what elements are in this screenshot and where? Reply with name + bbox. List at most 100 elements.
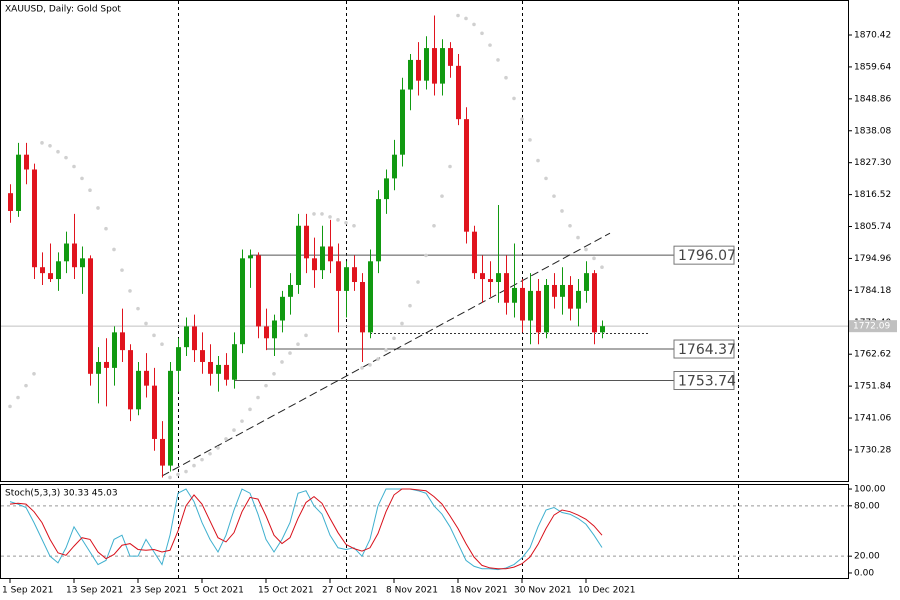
sar-dot bbox=[344, 220, 348, 225]
sar-dot bbox=[80, 176, 84, 181]
sar-dot bbox=[568, 223, 572, 228]
candle-body bbox=[552, 284, 557, 297]
candle-body bbox=[272, 320, 277, 339]
candle-body bbox=[544, 284, 549, 333]
sar-dot bbox=[312, 212, 316, 216]
x-tick-label: 30 Nov 2021 bbox=[514, 586, 572, 596]
candle-body bbox=[152, 385, 157, 439]
sar-dot bbox=[232, 428, 236, 432]
y-tick-label: 1859.64 bbox=[854, 62, 891, 72]
candle-body bbox=[136, 370, 141, 410]
candle-body bbox=[8, 193, 13, 211]
sar-dot bbox=[368, 363, 372, 367]
main-frame bbox=[0, 0, 849, 482]
stoch-line bbox=[9, 488, 603, 571]
candle-body bbox=[96, 361, 101, 374]
candle-body bbox=[312, 258, 317, 271]
y-tick-label: 1741.06 bbox=[854, 414, 891, 424]
sar-dot bbox=[496, 58, 500, 62]
x-tick-label: 13 Sep 2021 bbox=[66, 586, 123, 596]
candle-body bbox=[432, 48, 437, 84]
sar-dot bbox=[88, 188, 92, 193]
sar-dot bbox=[168, 475, 172, 480]
sar-dot bbox=[56, 149, 60, 154]
candle-body bbox=[40, 267, 45, 274]
sar-dot bbox=[288, 351, 292, 355]
stoch-tick-label: 80.00 bbox=[854, 501, 880, 511]
y-tick-label: 1827.30 bbox=[854, 158, 891, 168]
stoch-tick-label: 100.00 bbox=[854, 485, 886, 495]
sar-dot bbox=[120, 268, 124, 272]
candle-body bbox=[512, 287, 517, 303]
y-tick-label: 1794.96 bbox=[854, 254, 891, 264]
candle-body bbox=[320, 246, 325, 271]
sar-dot bbox=[472, 22, 476, 27]
candle-body bbox=[168, 370, 173, 466]
sar-dot bbox=[216, 446, 220, 450]
candle-body bbox=[528, 290, 533, 321]
sar-dot bbox=[456, 13, 460, 18]
sar-dot bbox=[136, 306, 140, 311]
sar-dot bbox=[320, 212, 324, 216]
candle-body bbox=[304, 225, 309, 259]
candle-body bbox=[600, 326, 605, 333]
stoch-line bbox=[9, 488, 603, 570]
stoch-tick-label: 20.00 bbox=[854, 552, 880, 562]
candle-body bbox=[384, 178, 389, 200]
x-tick-label: 23 Sep 2021 bbox=[130, 586, 187, 596]
sar-dot bbox=[544, 176, 548, 181]
candle-body bbox=[472, 231, 477, 274]
sar-dot bbox=[248, 407, 252, 412]
y-tick-label: 1751.84 bbox=[854, 382, 891, 392]
sar-dot bbox=[264, 383, 268, 388]
stoch-label: Stoch(5,3,3) 30.33 45.03 bbox=[5, 489, 118, 499]
x-tick-label: 1 Sep 2021 bbox=[2, 586, 53, 596]
candle-body bbox=[584, 273, 589, 291]
chart-title: XAUUSD, Daily: Gold Spot bbox=[5, 5, 121, 15]
candle-body bbox=[144, 370, 149, 386]
x-tick-label: 10 Dec 2021 bbox=[578, 586, 636, 596]
sar-dot bbox=[64, 155, 68, 160]
candle-body bbox=[216, 364, 221, 374]
candle-body bbox=[376, 199, 381, 262]
sar-dot bbox=[104, 226, 108, 231]
sar-dot bbox=[192, 463, 196, 468]
candle-body bbox=[176, 347, 181, 371]
sar-dot bbox=[336, 218, 340, 222]
sar-dot bbox=[480, 31, 484, 36]
sar-dot bbox=[408, 303, 412, 308]
sar-dot bbox=[560, 209, 564, 213]
candle-body bbox=[360, 282, 365, 333]
sar-dot bbox=[24, 383, 28, 388]
candle-body bbox=[400, 89, 405, 155]
candle-body bbox=[416, 59, 421, 81]
level-label: 1764.37 bbox=[678, 342, 736, 358]
candle-body bbox=[440, 48, 445, 84]
candle-body bbox=[128, 350, 133, 410]
sar-dot bbox=[400, 321, 404, 326]
sar-dot bbox=[576, 235, 580, 240]
candle-body bbox=[112, 332, 117, 368]
candle-body bbox=[504, 273, 509, 303]
candle-body bbox=[32, 169, 37, 268]
candle-body bbox=[488, 279, 493, 283]
candle-body bbox=[536, 290, 541, 333]
y-tick-label: 1870.42 bbox=[854, 31, 891, 41]
sar-dot bbox=[536, 158, 540, 163]
candle-body bbox=[280, 296, 285, 321]
candle-body bbox=[264, 326, 269, 339]
candle-body bbox=[456, 65, 461, 120]
sar-dot bbox=[464, 16, 468, 21]
level-label: 1753.74 bbox=[678, 374, 736, 390]
stoch-tick-label: 0.00 bbox=[854, 568, 874, 578]
y-tick-label: 1838.08 bbox=[854, 126, 891, 136]
sar-dot bbox=[304, 333, 308, 338]
sar-dot bbox=[448, 164, 452, 169]
sar-dot bbox=[112, 247, 116, 252]
sar-dot bbox=[296, 342, 300, 346]
sar-dot bbox=[128, 289, 132, 293]
candle-body bbox=[336, 261, 341, 291]
sar-dot bbox=[416, 280, 420, 284]
sar-dot bbox=[592, 256, 596, 261]
